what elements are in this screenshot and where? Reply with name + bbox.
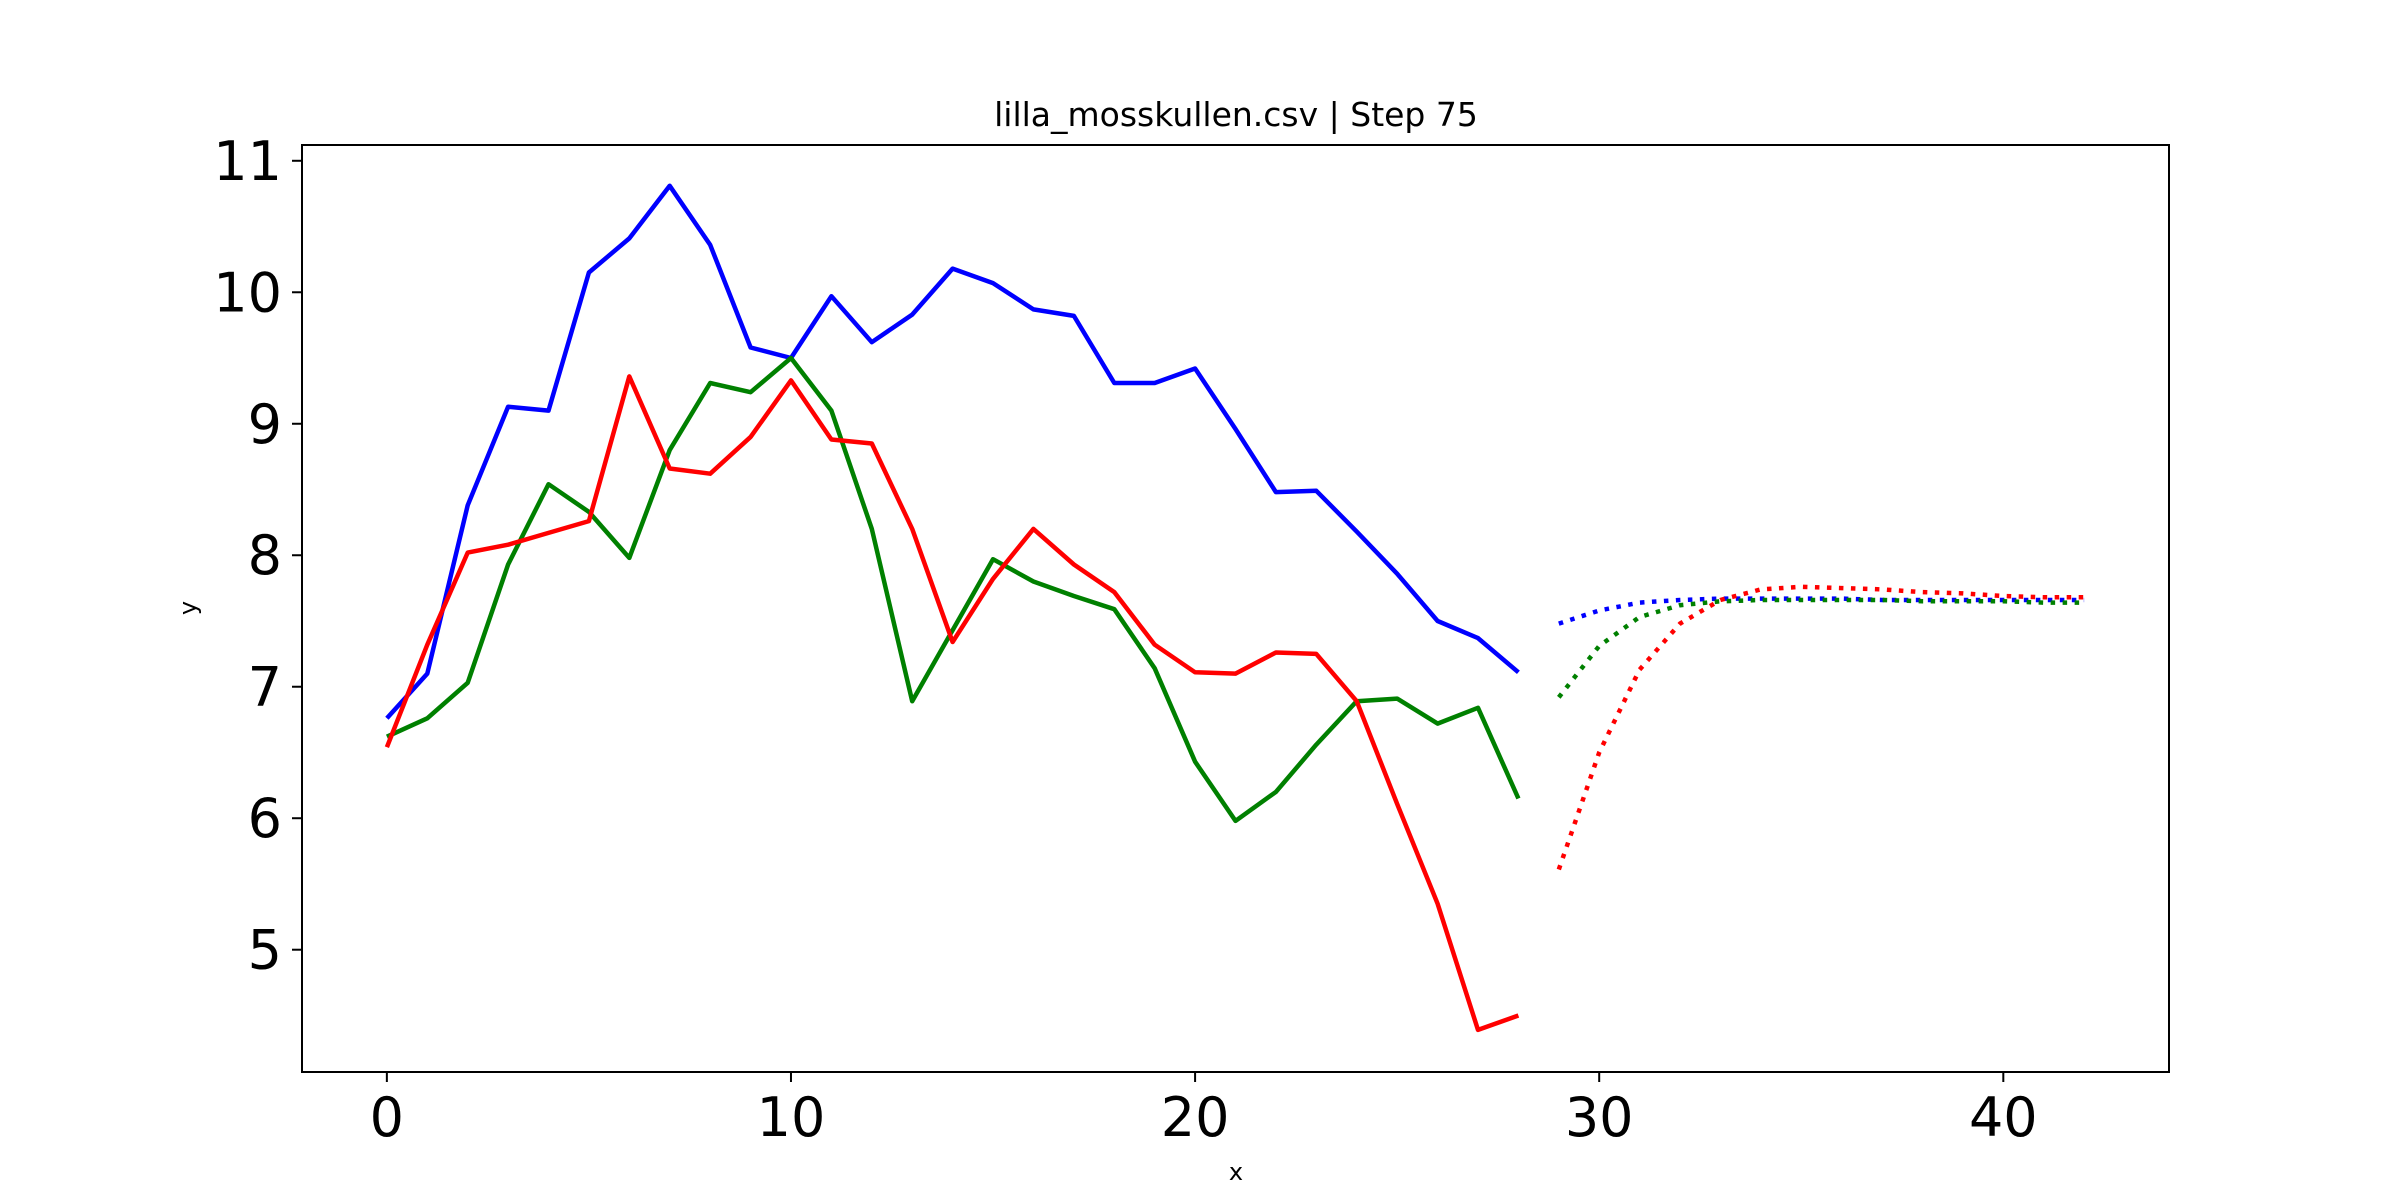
- y-tick-label: 8: [248, 524, 282, 587]
- series-line-5: [1556, 584, 2085, 871]
- axis-ticks: 0 10 20 30 40 5 6 7 8 9 10 11: [213, 130, 2037, 1149]
- x-tick-label: 30: [1565, 1086, 1634, 1149]
- series-line-4: [1557, 597, 2085, 699]
- series-line-0: [385, 183, 1520, 720]
- y-tick-label: 7: [248, 656, 282, 719]
- x-tick-label: 10: [757, 1086, 826, 1149]
- chart-title: lilla_mosskullen.csv | Step 75: [994, 95, 1478, 134]
- series-line-2: [384, 374, 1520, 1033]
- series-line-3: [1558, 596, 2085, 626]
- y-tick-label: 6: [248, 787, 282, 850]
- y-tick-label: 9: [248, 393, 282, 456]
- plot-area: [384, 183, 2085, 1033]
- y-tick-label: 5: [248, 919, 282, 982]
- y-tick-label: 11: [213, 130, 282, 193]
- x-tick-label: 20: [1161, 1086, 1230, 1149]
- y-axis-label: y: [174, 601, 202, 615]
- y-tick-label: 10: [213, 261, 282, 324]
- axes-frame: [301, 144, 2170, 1073]
- x-tick-label: 40: [1969, 1086, 2038, 1149]
- series-line-1: [385, 355, 1521, 824]
- x-tick-label: 0: [370, 1086, 404, 1149]
- x-axis-label: x: [1229, 1158, 1243, 1186]
